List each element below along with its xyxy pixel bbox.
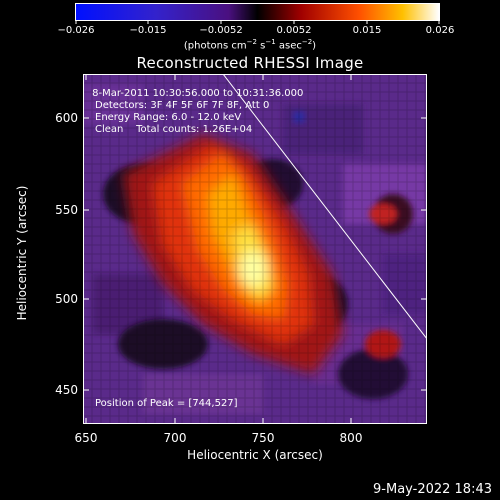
info-clean-counts: Clean Total counts: 1.26E+04 bbox=[95, 124, 253, 135]
colorbar-tick-label: −0.015 bbox=[129, 25, 167, 36]
info-energy-range: Energy Range: 6.0 - 12.0 keV bbox=[95, 112, 242, 123]
y-tick-label: 550 bbox=[55, 203, 78, 217]
x-tick-label: 750 bbox=[251, 431, 275, 445]
x-tick-label: 650 bbox=[74, 431, 98, 445]
axis-tick-marks bbox=[83, 74, 427, 424]
colorbar-tick-marks bbox=[75, 20, 440, 24]
colorbar-tick-label: 0.026 bbox=[425, 25, 455, 36]
x-tick-label: 700 bbox=[163, 431, 187, 445]
x-axis-label: Heliocentric X (arcsec) bbox=[187, 448, 323, 462]
info-peak-position: Position of Peak = [744,527] bbox=[95, 398, 238, 409]
rhessi-image bbox=[83, 74, 427, 424]
info-time-range: 8-Mar-2011 10:30:56.000 to 10:31:36.000 bbox=[89, 88, 304, 99]
colorbar bbox=[75, 3, 440, 21]
y-tick-label: 500 bbox=[55, 292, 78, 306]
timestamp: 9-May-2022 18:43 bbox=[373, 482, 492, 497]
colorbar-unit-label: (photons cm−2 s−1 asec−2) bbox=[183, 38, 317, 52]
colorbar-tick-label: 0.0052 bbox=[276, 25, 312, 36]
colorbar-tick-label: 0.015 bbox=[352, 25, 382, 36]
y-axis-label: Heliocentric Y (arcsec) bbox=[15, 185, 29, 321]
colorbar-tick-label: −0.026 bbox=[57, 25, 95, 36]
colorbar-tick-label: −0.0052 bbox=[199, 25, 243, 36]
image-title: Reconstructed RHESSI Image bbox=[136, 54, 364, 72]
y-tick-label: 450 bbox=[55, 383, 78, 397]
solar-limb-line bbox=[222, 74, 427, 340]
y-tick-label: 600 bbox=[55, 111, 78, 125]
info-detectors: Detectors: 3F 4F 5F 6F 7F 8F, Att 0 bbox=[95, 100, 270, 111]
x-tick-label: 800 bbox=[339, 431, 363, 445]
